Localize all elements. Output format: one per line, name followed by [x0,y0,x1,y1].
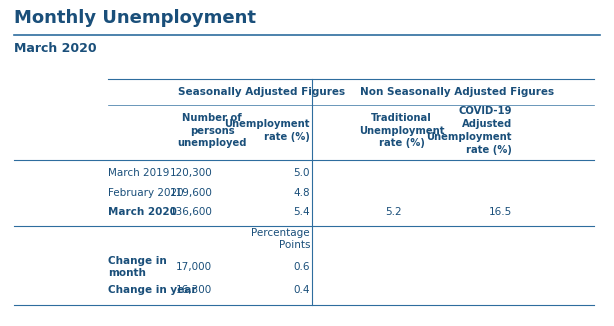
Text: 4.8: 4.8 [293,188,310,198]
Text: Number of
persons
unemployed: Number of persons unemployed [177,113,247,148]
Text: Traditional
Unemployment
rate (%): Traditional Unemployment rate (%) [359,113,445,148]
Text: 0.6: 0.6 [293,262,310,272]
Text: 0.4: 0.4 [293,285,310,295]
Text: Change in year: Change in year [108,285,197,295]
Text: February 2020: February 2020 [108,188,184,198]
Text: March 2019: March 2019 [108,168,169,178]
Text: 17,000: 17,000 [176,262,212,272]
Text: March 2020: March 2020 [14,42,96,55]
Text: 16,300: 16,300 [176,285,212,295]
Text: 119,600: 119,600 [169,188,212,198]
Text: 16.5: 16.5 [489,207,511,217]
Text: Seasonally Adjusted Figures: Seasonally Adjusted Figures [177,87,344,97]
Text: Unemployment
rate (%): Unemployment rate (%) [225,119,310,142]
Text: 136,600: 136,600 [169,207,212,217]
Text: Percentage
Points: Percentage Points [251,228,310,250]
Text: March 2020: March 2020 [108,207,177,217]
Text: 5.0: 5.0 [293,168,310,178]
Text: 5.2: 5.2 [385,207,402,217]
Text: COVID-19
Adjusted
Unemployment
rate (%): COVID-19 Adjusted Unemployment rate (%) [426,107,511,155]
Text: Change in
month: Change in month [108,256,167,278]
Text: 120,300: 120,300 [169,168,212,178]
Text: 5.4: 5.4 [293,207,310,217]
Text: Non Seasonally Adjusted Figures: Non Seasonally Adjusted Figures [360,87,554,97]
Text: Monthly Unemployment: Monthly Unemployment [14,9,255,27]
